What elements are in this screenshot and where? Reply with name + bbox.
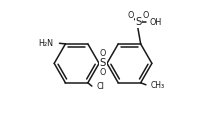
Text: H₂N: H₂N — [39, 39, 54, 48]
Text: S: S — [135, 17, 142, 27]
Text: Cl: Cl — [97, 82, 105, 91]
Text: S: S — [100, 58, 106, 68]
Text: O: O — [100, 49, 106, 58]
Text: O: O — [127, 11, 134, 20]
Text: CH₃: CH₃ — [151, 81, 165, 90]
Text: OH: OH — [150, 18, 162, 27]
Text: O: O — [100, 68, 106, 77]
Text: O: O — [143, 11, 149, 20]
